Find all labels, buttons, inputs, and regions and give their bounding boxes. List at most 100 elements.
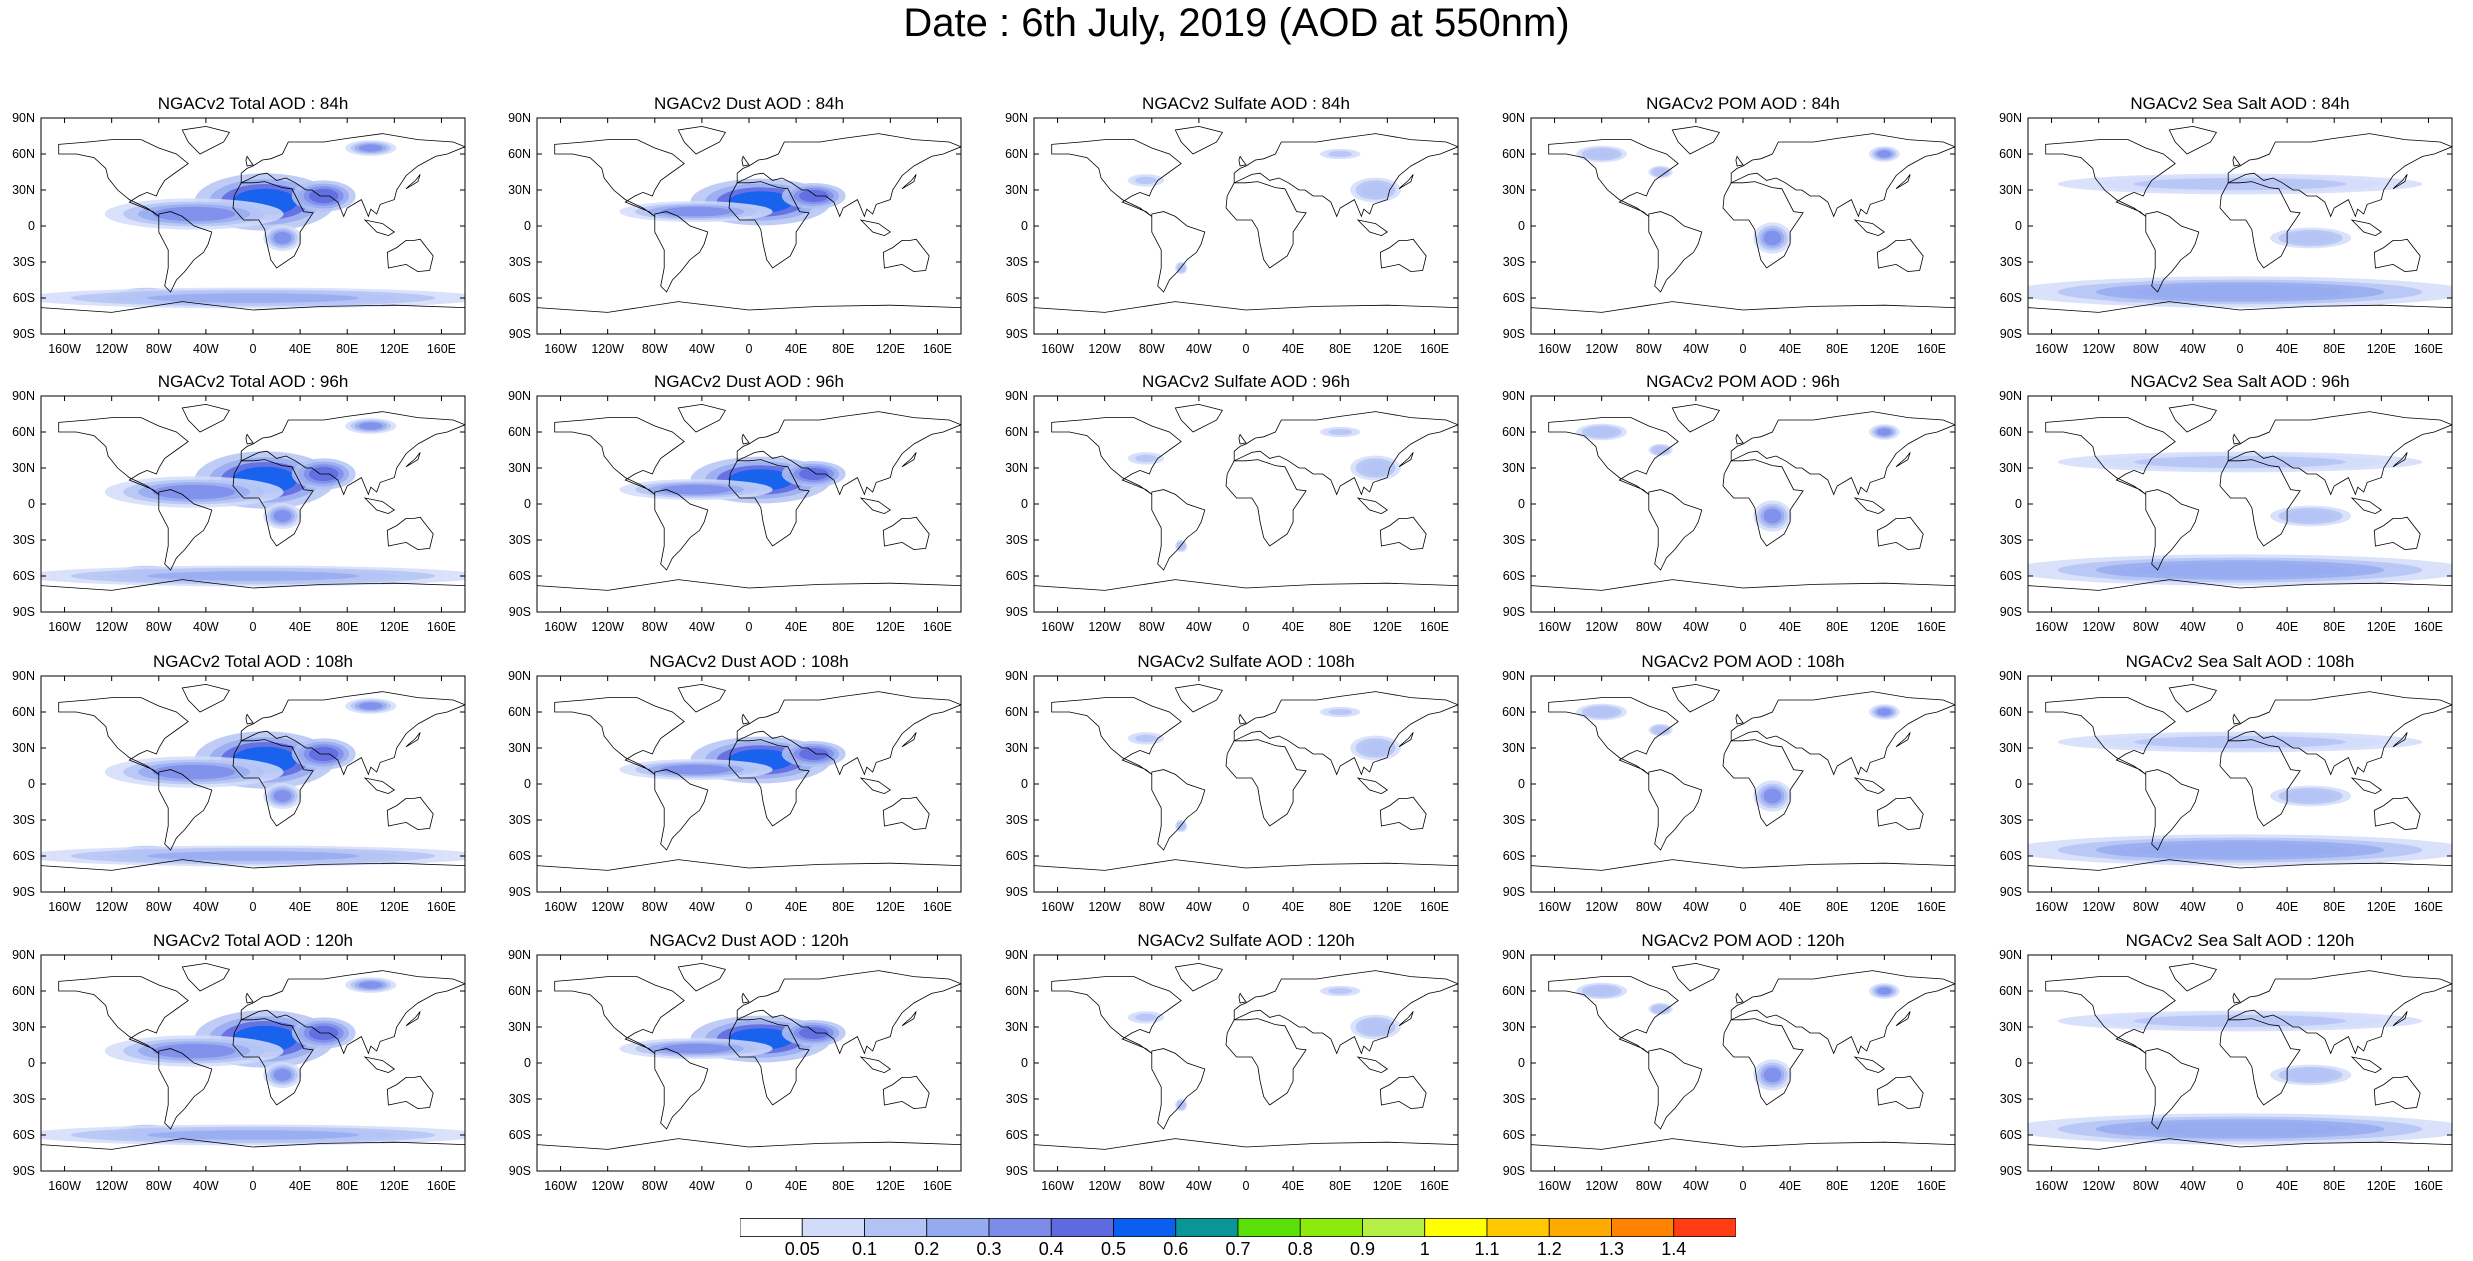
lon-label: 120W: [95, 900, 128, 914]
lat-label: 90N: [1502, 389, 1525, 403]
coastline: [58, 139, 189, 217]
lat-label: 90S: [1006, 327, 1028, 341]
lon-label: 80W: [1636, 1179, 1662, 1193]
aod-contour: [1135, 734, 1157, 742]
coastline: [405, 732, 421, 748]
lon-label: 40E: [2276, 900, 2298, 914]
lat-label: 30S: [13, 255, 35, 269]
lat-label: 30N: [1502, 461, 1525, 475]
lon-label: 80E: [1826, 620, 1848, 634]
colorbar-swatch: [1611, 1218, 1675, 1237]
lon-label: 80W: [1139, 620, 1165, 634]
lon-label: 160E: [427, 1179, 456, 1193]
lon-label: 40W: [1683, 1179, 1709, 1193]
coastline: [1671, 962, 1721, 992]
lon-label: 40W: [689, 1179, 715, 1193]
aod-contour: [2134, 736, 2346, 748]
lon-label: 160E: [1420, 342, 1449, 356]
lat-label: 90S: [509, 885, 531, 899]
lat-label: 60N: [12, 705, 35, 719]
lat-label: 90S: [2000, 327, 2022, 341]
lat-label: 60N: [1005, 705, 1028, 719]
aod-contour: [1328, 709, 1352, 715]
coastline: [1151, 769, 1206, 851]
coastline: [158, 489, 213, 571]
lat-label: 30N: [1005, 741, 1028, 755]
coastline: [736, 133, 961, 218]
coastline: [2227, 691, 2452, 776]
coastline: [2232, 713, 2241, 725]
lat-label: 30N: [12, 1020, 35, 1034]
coastline: [728, 459, 810, 547]
aod-contour: [1586, 149, 1617, 159]
world-map: 90N 60N 30N 0 30S 60S 90S 160W 120W 80W 40W 0 40E 80E…: [1502, 389, 1956, 634]
aod-contour: [1653, 1005, 1668, 1013]
map-panel-dust: NGACv2 Dust AOD : 108h 90N 60N 30N 0 30S 60S 90…: [493, 650, 969, 922]
aod-contour: [273, 232, 292, 244]
coastline: [1233, 970, 1458, 1055]
aod-contour: [2287, 510, 2335, 522]
lat-label: 60S: [2000, 569, 2022, 583]
lat-label: 90S: [1006, 605, 1028, 619]
coastline: [1531, 579, 1955, 612]
map-panel-sulfate: NGACv2 Sulfate AOD : 96h 90N 60N 30N 0 30S 60S…: [990, 370, 1466, 642]
lat-label: 90S: [13, 1164, 35, 1178]
aod-contour: [660, 764, 732, 775]
lon-label: 40E: [2276, 1179, 2298, 1193]
coastline: [1722, 739, 1804, 827]
lon-label: 160E: [1917, 1179, 1946, 1193]
coastline: [1233, 133, 1458, 218]
coastline: [1238, 433, 1247, 445]
map-panel-pom: NGACv2 POM AOD : 120h 90N 60N 30N 0 30S 60S 90S…: [1487, 929, 1963, 1201]
coastline: [1730, 411, 1955, 496]
lon-label: 160E: [923, 900, 952, 914]
lon-label: 120E: [1870, 342, 1899, 356]
coastline: [41, 1138, 465, 1171]
aod-contour: [147, 851, 359, 861]
coastline: [1151, 211, 1206, 293]
lat-label: 60S: [2000, 291, 2022, 305]
coastline: [2350, 777, 2383, 795]
aod-contour: [799, 468, 829, 480]
coastline: [2145, 1048, 2200, 1130]
lon-label: 80W: [2133, 900, 2159, 914]
lon-label: 0: [746, 1179, 753, 1193]
lat-label: 30N: [508, 741, 531, 755]
coastline: [2045, 417, 2176, 495]
lat-label: 60S: [509, 849, 531, 863]
coastline: [158, 211, 213, 293]
coastline: [1238, 713, 1247, 725]
coastline: [736, 691, 961, 776]
aod-contour: [2287, 1069, 2335, 1081]
coastline: [58, 976, 189, 1054]
aod-contour: [660, 206, 732, 217]
coastline: [181, 962, 231, 992]
lon-label: 80E: [1826, 900, 1848, 914]
lon-label: 40W: [1186, 620, 1212, 634]
lon-label: 160E: [1917, 900, 1946, 914]
colorbar-swatch: [1237, 1218, 1301, 1237]
lat-label: 60S: [1503, 569, 1525, 583]
lon-label: 40W: [193, 620, 219, 634]
lon-label: 160W: [48, 342, 81, 356]
lat-label: 0: [2015, 219, 2022, 233]
coastline: [181, 125, 231, 155]
lat-label: 60N: [1999, 984, 2022, 998]
aod-contour: [1586, 986, 1617, 996]
aod-contour: [1360, 460, 1391, 476]
lat-label: 30N: [1502, 1020, 1525, 1034]
lat-label: 0: [1021, 497, 1028, 511]
lat-label: 30S: [1503, 533, 1525, 547]
colorbar-swatch: [1113, 1218, 1177, 1237]
aod-contour: [1586, 707, 1617, 717]
coastline: [1722, 1018, 1804, 1106]
coastline: [1051, 417, 1182, 495]
coastline: [677, 683, 727, 713]
lon-label: 120W: [1585, 342, 1618, 356]
panel-title: NGACv2 Sea Salt AOD : 84h: [2130, 94, 2350, 113]
lat-label: 0: [1021, 1056, 1028, 1070]
lon-label: 40E: [1282, 342, 1304, 356]
lon-label: 80W: [642, 620, 668, 634]
lon-label: 120W: [2082, 620, 2115, 634]
